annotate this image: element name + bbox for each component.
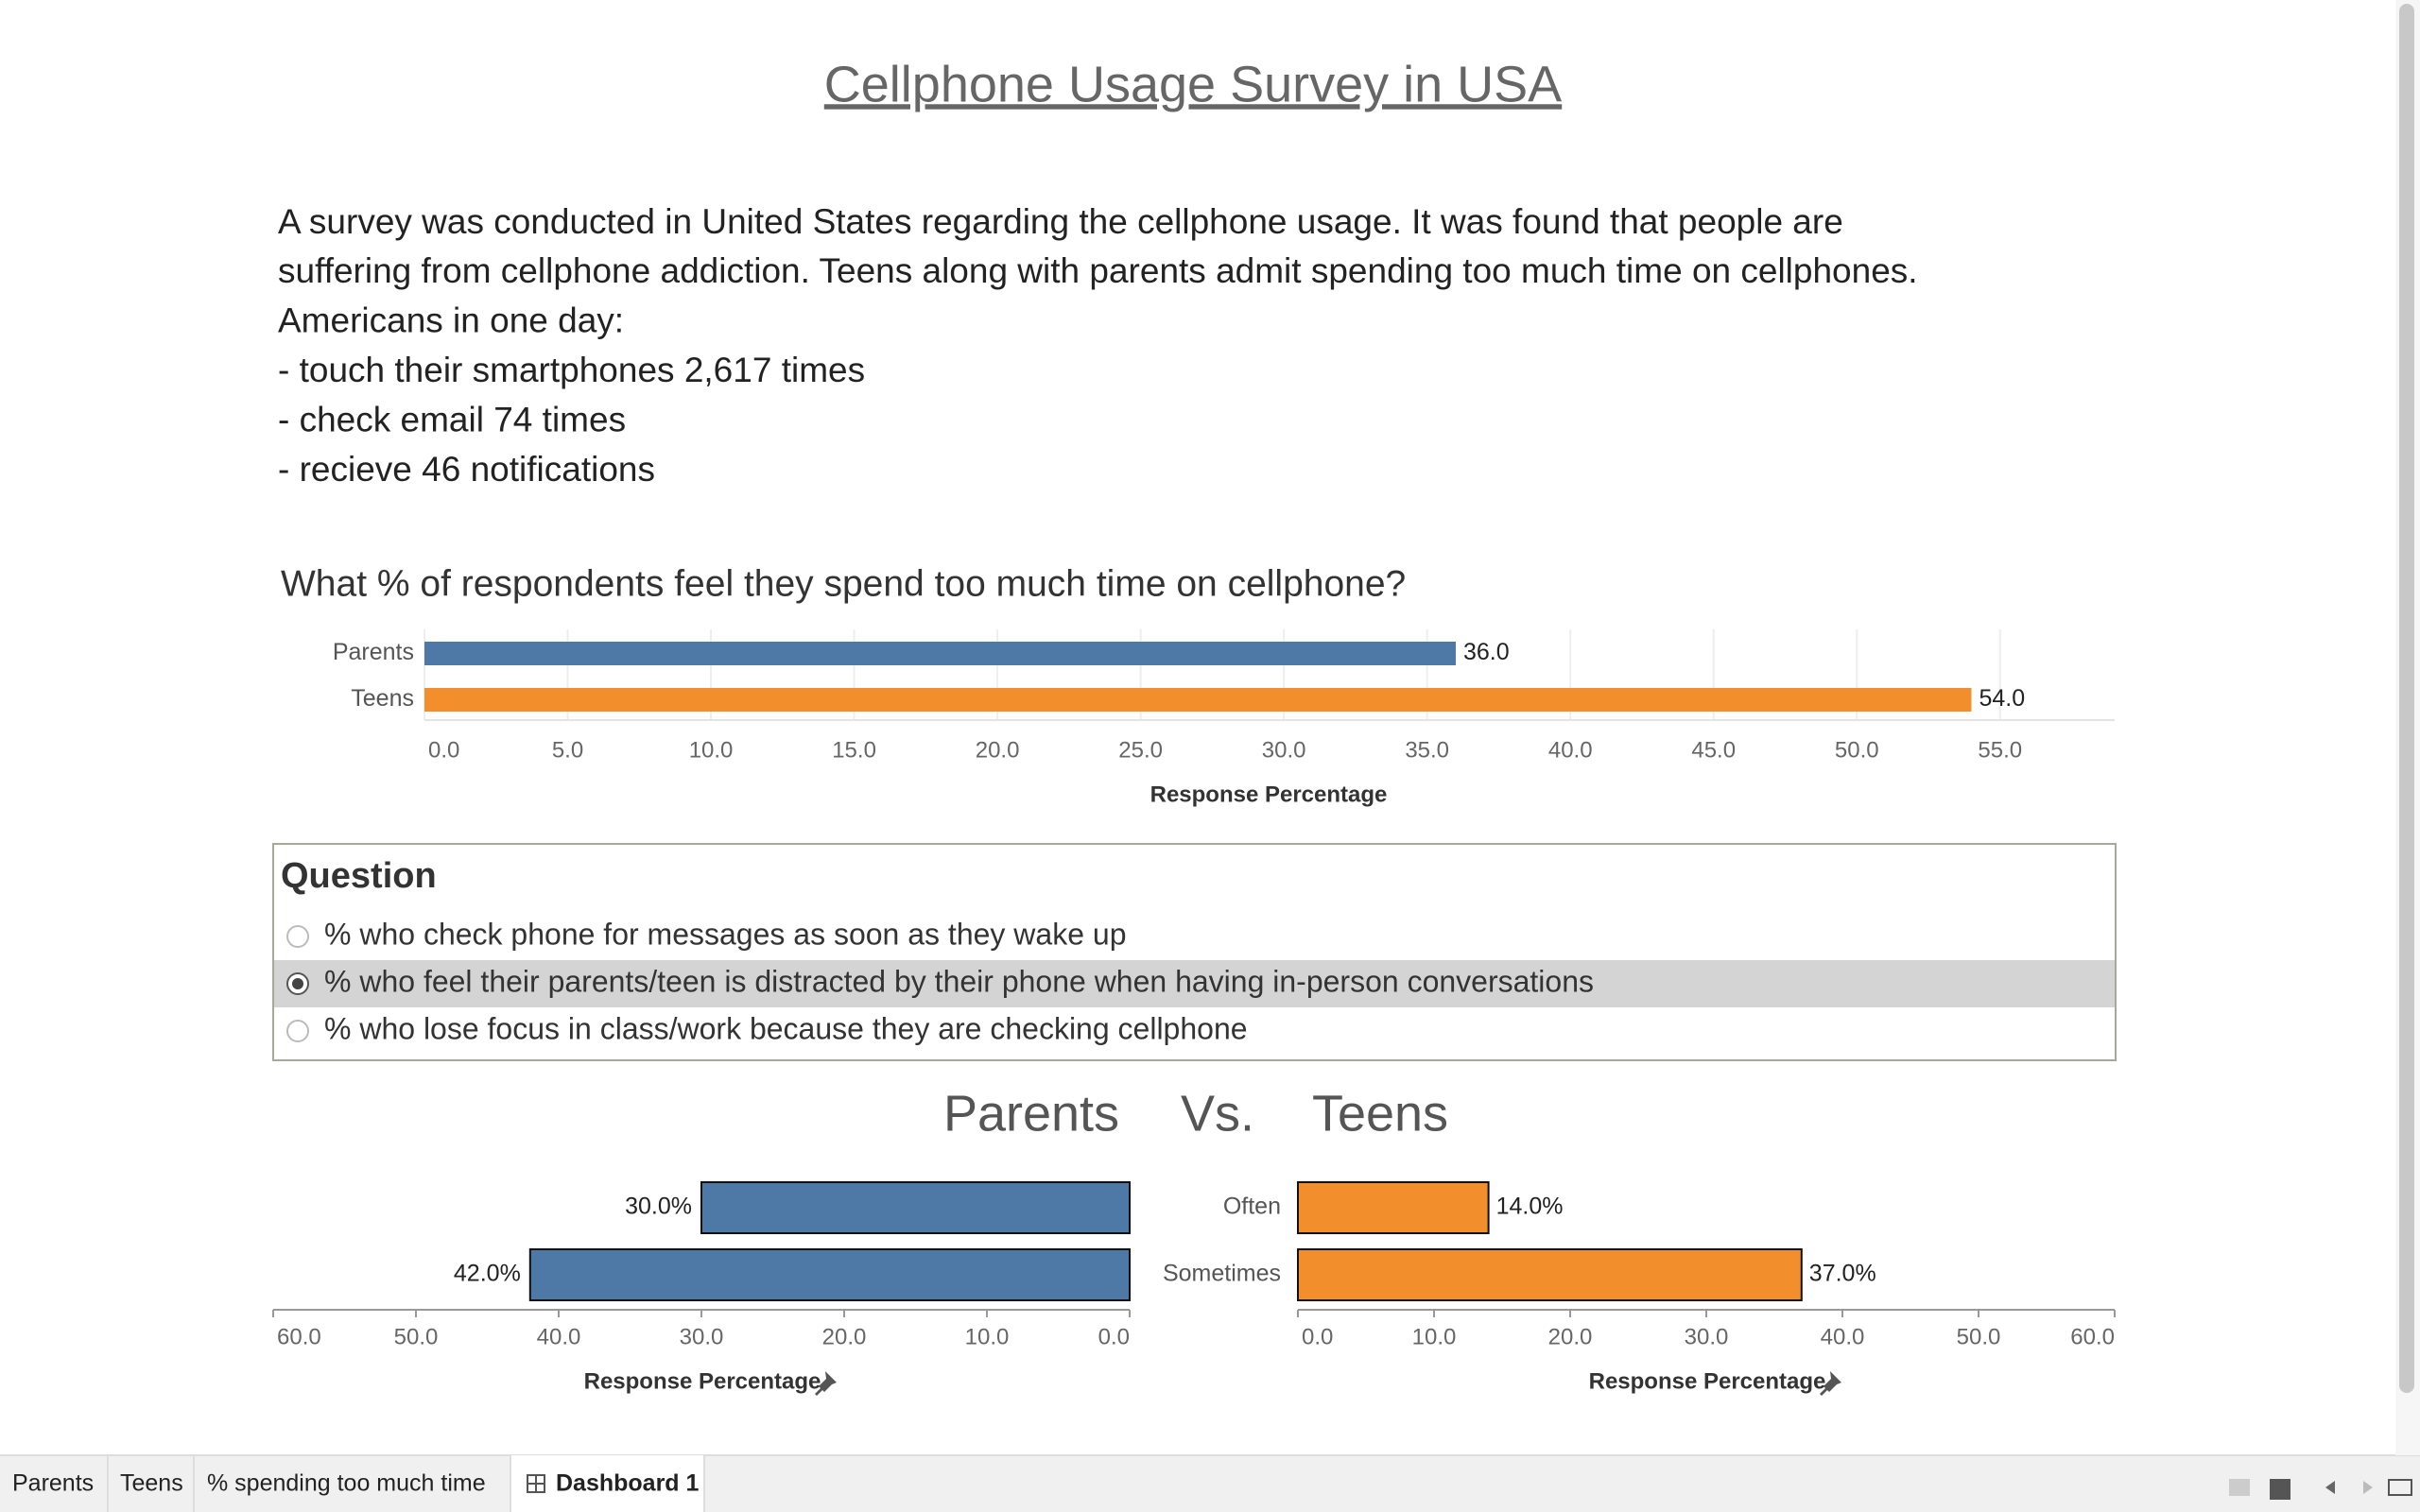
x-tick-label: 0.0 (1302, 1324, 1333, 1349)
tab-label[interactable]: Parents (12, 1470, 94, 1497)
category-label: Sometimes (1163, 1261, 1281, 1287)
description-line: A survey was conducted in United States … (278, 202, 1843, 241)
value-label: 14.0% (1496, 1194, 1564, 1220)
chart-title: Parents (943, 1085, 1119, 1142)
chart-title: What % of respondents feel they spend to… (281, 563, 1406, 604)
selected-row (274, 960, 2115, 1007)
x-tick-label: 60.0 (277, 1324, 321, 1349)
value-label: 37.0% (1809, 1261, 1876, 1287)
value-label: 36.0 (1463, 639, 1510, 665)
pin-icon[interactable] (1820, 1371, 1841, 1396)
description-line: - recieve 46 notifications (278, 450, 655, 489)
x-tick-label: 0.0 (1098, 1324, 1130, 1349)
x-axis-label: Response Percentage (1150, 782, 1388, 807)
chart-title: Teens (1312, 1085, 1448, 1142)
bar[interactable] (1297, 1248, 1803, 1301)
tab-label[interactable]: Teens (120, 1470, 183, 1497)
x-tick-label: 10.0 (965, 1324, 1010, 1349)
x-tick-label: 40.0 (1821, 1324, 1865, 1349)
bar[interactable] (1297, 1181, 1490, 1234)
tab-label[interactable]: Dashboard 1 (556, 1470, 700, 1497)
x-tick-label: 30.0 (1685, 1324, 1729, 1349)
value-label: 54.0 (1979, 685, 2025, 712)
x-tick-label: 55.0 (1978, 737, 2022, 763)
x-tick-label: 10.0 (1412, 1324, 1457, 1349)
x-tick-label: 40.0 (1548, 737, 1593, 763)
description-line: suffering from cellphone addiction. Teen… (278, 251, 1918, 290)
filter-option[interactable]: % who lose focus in class/work because t… (324, 1011, 1248, 1045)
description-line: - check email 74 times (278, 400, 626, 438)
tab-bar-controls[interactable] (2229, 1479, 2412, 1500)
filter-title: Question (281, 856, 437, 896)
x-tick-label: 20.0 (976, 737, 1020, 763)
x-tick-label: 20.0 (822, 1324, 867, 1349)
x-axis-label: Response Percentage (1589, 1368, 1826, 1394)
x-tick-label: 30.0 (680, 1324, 724, 1349)
x-tick-label: 40.0 (537, 1324, 581, 1349)
x-tick-label: 30.0 (1262, 737, 1306, 763)
x-tick-label: 50.0 (394, 1324, 439, 1349)
x-tick-label: 50.0 (1835, 737, 1879, 763)
description-line: - touch their smartphones 2,617 times (278, 351, 865, 389)
filter-option[interactable]: % who feel their parents/teen is distrac… (324, 964, 1594, 998)
versus-label: Vs. (1181, 1085, 1254, 1142)
radio-button[interactable] (286, 925, 309, 948)
filter-box (272, 843, 2117, 1061)
x-tick-label: 60.0 (2070, 1324, 2115, 1349)
x-tick-label: 0.0 (428, 737, 459, 763)
radio-dot (292, 978, 303, 989)
category-label: Parents (333, 639, 414, 665)
x-tick-label: 20.0 (1548, 1324, 1593, 1349)
bar[interactable] (424, 688, 1972, 712)
radio-button[interactable] (286, 1020, 309, 1042)
x-tick-label: 45.0 (1691, 737, 1736, 763)
description-line: Americans in one day: (278, 301, 624, 340)
category-label: Teens (351, 685, 414, 712)
x-tick-label: 25.0 (1118, 737, 1163, 763)
x-tick-label: 15.0 (832, 737, 876, 763)
filter-option[interactable]: % who check phone for messages as soon a… (324, 917, 1126, 951)
x-tick-label: 10.0 (689, 737, 734, 763)
pin-icon[interactable] (815, 1371, 837, 1396)
category-label: Often (1223, 1194, 1281, 1220)
scrollbar-thumb[interactable] (2399, 4, 2414, 1393)
x-tick-label: 5.0 (552, 737, 583, 763)
tab-bar (0, 1455, 2420, 1512)
x-axis-label: Response Percentage (584, 1368, 821, 1394)
value-label: 42.0% (454, 1261, 521, 1287)
bar[interactable] (424, 642, 1456, 665)
x-tick-label: 35.0 (1405, 737, 1449, 763)
value-label: 30.0% (625, 1194, 692, 1220)
bar[interactable] (528, 1248, 1131, 1301)
bar[interactable] (700, 1181, 1131, 1234)
dashboard-title: Cellphone Usage Survey in USA (824, 56, 1562, 112)
tab-label[interactable]: % spending too much time (207, 1470, 486, 1497)
x-tick-label: 50.0 (1957, 1324, 2001, 1349)
